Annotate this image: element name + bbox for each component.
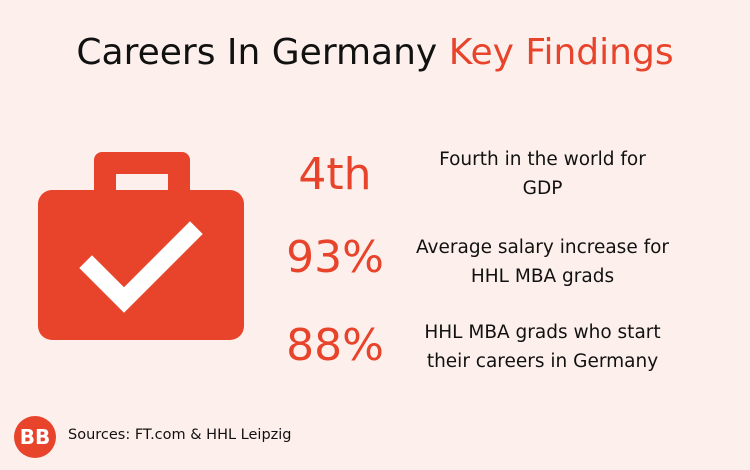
description-line: HHL MBA grads	[470, 266, 615, 287]
description-line: Fourth in the world for	[439, 149, 646, 170]
finding-figure: 88%	[286, 320, 384, 371]
finding-description: Fourth in the world for GDP	[400, 145, 685, 203]
finding-figure: 93%	[286, 232, 384, 283]
title: Careers In Germany Key Findings	[0, 32, 750, 73]
finding-figure: 4th	[298, 149, 372, 200]
finding-description: HHL MBA grads who start their careers in …	[400, 318, 685, 376]
source: Sources: FT.com & HHL Leipzig	[68, 427, 292, 443]
title-text: Careers In Germany	[76, 32, 438, 73]
briefcase-icon	[38, 152, 244, 340]
description-line: their careers in Germany	[426, 351, 659, 372]
description-line: HHL MBA grads who start	[424, 322, 661, 343]
title-highlight: Key Findings	[448, 32, 674, 73]
finding-description: Average salary increase for HHL MBA grads	[400, 233, 685, 291]
description-line: GDP	[522, 178, 563, 199]
logo: BB	[14, 416, 56, 458]
description-line: Average salary increase for	[415, 237, 670, 258]
